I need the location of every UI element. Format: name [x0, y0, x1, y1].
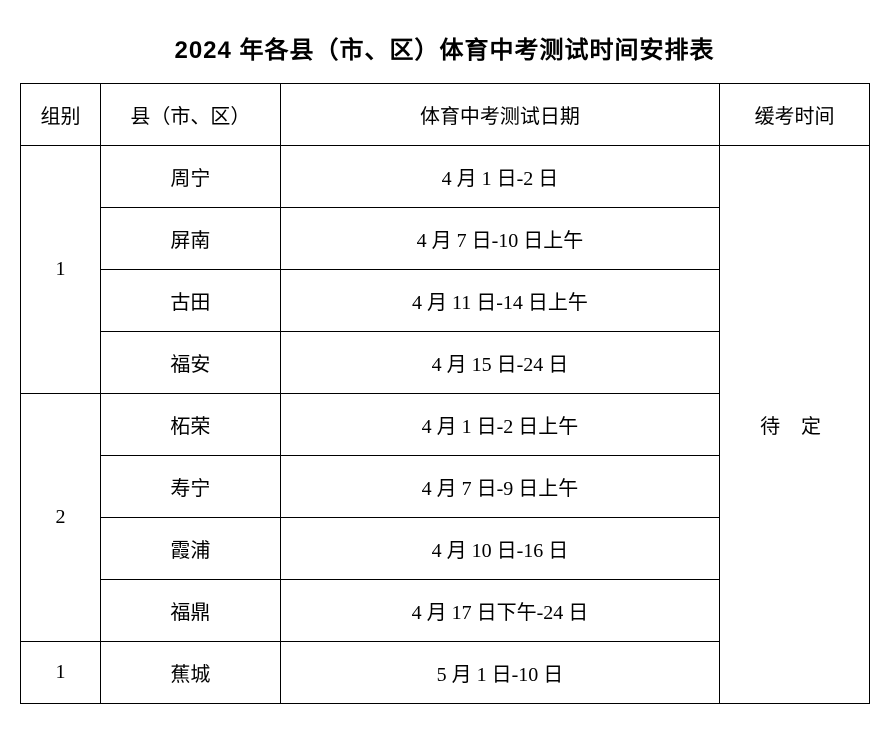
makeup-cell: 待 定 [720, 146, 870, 704]
page-title: 2024 年各县（市、区）体育中考测试时间安排表 [20, 30, 869, 65]
county-cell: 寿宁 [100, 456, 280, 518]
date-cell: 4 月 7 日-10 日上午 [280, 208, 719, 270]
header-county: 县（市、区） [100, 84, 280, 146]
date-cell: 4 月 10 日-16 日 [280, 518, 719, 580]
county-cell: 柘荣 [100, 394, 280, 456]
county-cell: 古田 [100, 270, 280, 332]
date-cell: 4 月 7 日-9 日上午 [280, 456, 719, 518]
county-cell: 屏南 [100, 208, 280, 270]
table-row: 1 周宁 4 月 1 日-2 日 待 定 [21, 146, 870, 208]
county-cell: 蕉城 [100, 642, 280, 704]
date-cell: 4 月 15 日-24 日 [280, 332, 719, 394]
date-cell: 5 月 1 日-10 日 [280, 642, 719, 704]
table-header-row: 组别 县（市、区） 体育中考测试日期 缓考时间 [21, 84, 870, 146]
schedule-table: 组别 县（市、区） 体育中考测试日期 缓考时间 1 周宁 4 月 1 日-2 日… [20, 83, 870, 704]
group-cell: 1 [21, 642, 101, 704]
date-cell: 4 月 17 日下午-24 日 [280, 580, 719, 642]
county-cell: 福鼎 [100, 580, 280, 642]
date-cell: 4 月 1 日-2 日上午 [280, 394, 719, 456]
group-cell: 2 [21, 394, 101, 642]
group-cell: 1 [21, 146, 101, 394]
header-group: 组别 [21, 84, 101, 146]
county-cell: 周宁 [100, 146, 280, 208]
header-makeup-time: 缓考时间 [720, 84, 870, 146]
header-test-date: 体育中考测试日期 [280, 84, 719, 146]
date-cell: 4 月 1 日-2 日 [280, 146, 719, 208]
date-cell: 4 月 11 日-14 日上午 [280, 270, 719, 332]
county-cell: 霞浦 [100, 518, 280, 580]
table-body: 1 周宁 4 月 1 日-2 日 待 定 屏南 4 月 7 日-10 日上午 古… [21, 146, 870, 704]
county-cell: 福安 [100, 332, 280, 394]
